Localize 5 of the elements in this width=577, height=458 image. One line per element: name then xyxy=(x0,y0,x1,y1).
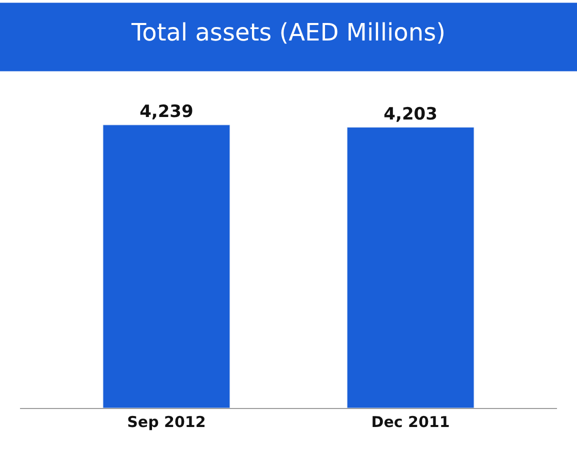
data-label: 4,203 xyxy=(384,104,438,124)
chart-title: Total assets (AED Millions) xyxy=(130,18,446,46)
x-tick-label: Dec 2011 xyxy=(371,413,450,431)
data-label: 4,239 xyxy=(140,102,194,122)
x-tick-label: Sep 2012 xyxy=(127,413,206,431)
